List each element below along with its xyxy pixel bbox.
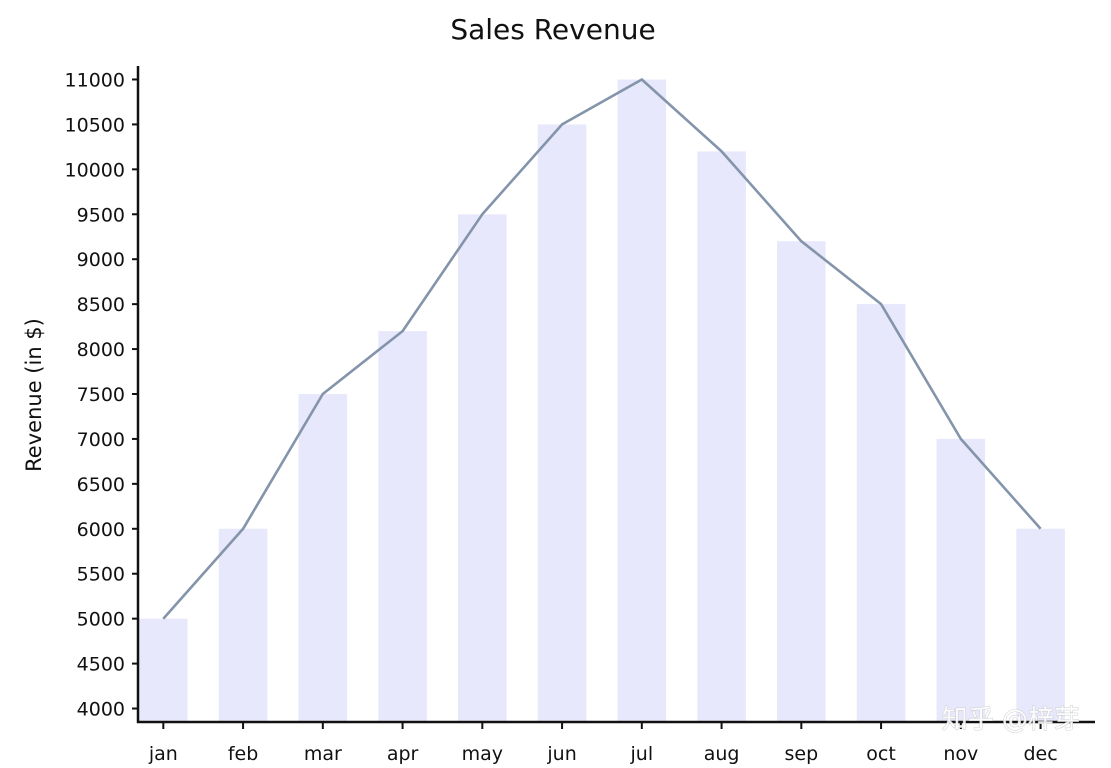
- x-tick-label-aug: aug: [704, 743, 740, 765]
- watermark: 知乎 @梓芽: [942, 705, 1080, 735]
- y-tick-label: 11000: [65, 69, 125, 91]
- bar-sep: [777, 241, 826, 722]
- y-tick-label: 6000: [77, 519, 125, 541]
- y-axis-ticks: 4000 4500 5000 5500 6000 6500 7000 7500 8000 8500…: [65, 69, 138, 721]
- y-tick-label: 8500: [77, 294, 125, 316]
- bar-oct: [856, 304, 906, 722]
- x-tick-label-mar: mar: [304, 743, 342, 765]
- bar-aug: [697, 151, 746, 722]
- line-series: [162, 78, 1042, 620]
- y-tick-label: 5000: [77, 609, 125, 631]
- bar-apr: [378, 331, 427, 722]
- x-tick-label-may: may: [462, 743, 503, 765]
- chart-title: Sales Revenue: [450, 13, 655, 46]
- bar-jun: [537, 124, 587, 722]
- x-tick-label-nov: nov: [943, 743, 978, 765]
- bar-feb: [218, 528, 268, 722]
- x-tick-label-feb: feb: [228, 743, 258, 765]
- y-tick-label: 6500: [77, 474, 125, 496]
- bar-dec: [1016, 528, 1065, 722]
- y-tick-label: 4500: [77, 654, 125, 676]
- x-tick-label-jul: jul: [630, 743, 654, 765]
- x-tick-label-dec: dec: [1023, 743, 1057, 765]
- x-tick-label-sep: sep: [784, 743, 818, 765]
- x-tick-label-apr: apr: [387, 743, 419, 765]
- bar-series: [139, 79, 1065, 723]
- revenue-line: [162, 78, 1042, 620]
- x-tick-label-jan: jan: [148, 743, 178, 765]
- y-tick-label: 10000: [65, 159, 125, 181]
- y-axis-title: Revenue (in $): [22, 318, 46, 472]
- y-tick-label: 9500: [77, 204, 125, 226]
- y-tick-label: 4000: [77, 699, 125, 721]
- bar-nov: [936, 438, 986, 722]
- y-tick-label: 7500: [77, 384, 125, 406]
- y-tick-label: 5500: [77, 564, 125, 586]
- x-tick-label-jun: jun: [546, 743, 576, 765]
- y-tick-label: 7000: [77, 429, 125, 451]
- y-tick-label: 9000: [77, 249, 125, 271]
- bar-jan: [139, 618, 188, 722]
- x-tick-label-oct: oct: [866, 743, 896, 765]
- y-tick-label: 8000: [77, 339, 125, 361]
- x-axis-ticks: jan feb mar apr may jun jul aug sep oct nov dec: [148, 722, 1058, 765]
- bar-jul: [617, 79, 667, 722]
- bar-may: [458, 214, 507, 723]
- bar-mar: [298, 394, 348, 722]
- y-tick-label: 10500: [65, 114, 125, 136]
